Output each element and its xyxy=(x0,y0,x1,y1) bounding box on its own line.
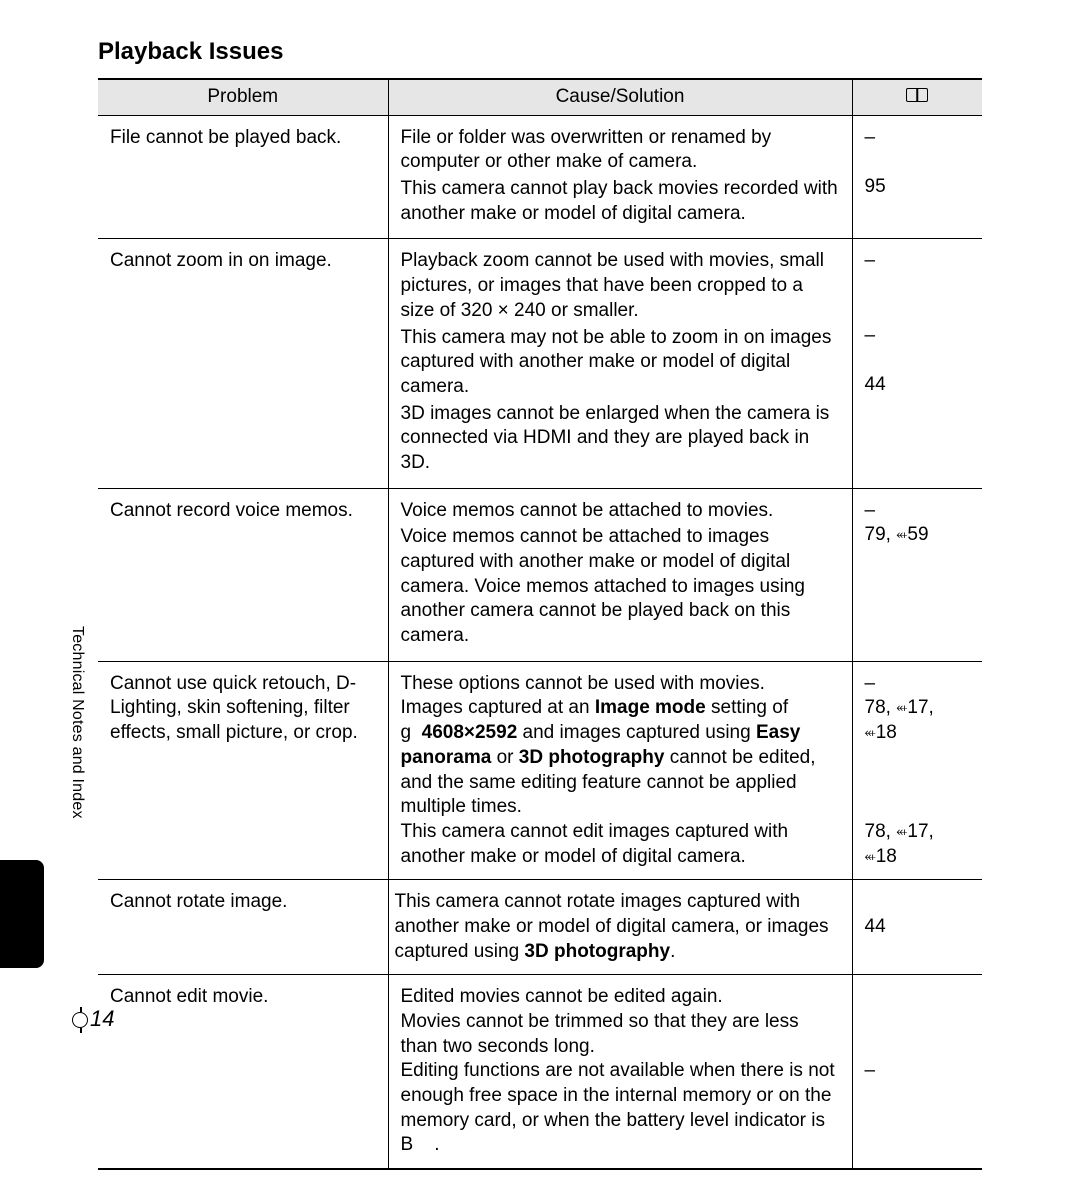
col-header-problem: Problem xyxy=(98,79,388,115)
table-row: Cannot record voice memos. Voice memos c… xyxy=(98,488,982,661)
cell-ref: –78, ⬴17,⬴1878, ⬴17,⬴18 xyxy=(852,661,982,880)
cell-problem: Cannot record voice memos. xyxy=(98,488,388,661)
page-number: 14 xyxy=(72,1006,114,1032)
table-row: Cannot use quick retouch, D-Lighting, sk… xyxy=(98,661,982,880)
cell-cause: These options cannot be used with movies… xyxy=(388,661,852,880)
cell-ref: – 79, ⬴59 xyxy=(852,488,982,661)
book-icon xyxy=(906,88,928,102)
section-title: Playback Issues xyxy=(98,38,982,66)
col-header-ref xyxy=(852,79,982,115)
cell-cause: Voice memos cannot be attached to movies… xyxy=(388,488,852,661)
cell-problem: Cannot zoom in on image. xyxy=(98,239,388,488)
table-row: Cannot edit movie. Edited movies cannot … xyxy=(98,975,982,1169)
cell-problem: File cannot be played back. xyxy=(98,115,388,239)
cell-ref: – 95 xyxy=(852,115,982,239)
table-row: Cannot zoom in on image. Playback zoom c… xyxy=(98,239,982,488)
table-row: File cannot be played back. File or fold… xyxy=(98,115,982,239)
cell-cause: Edited movies cannot be edited again.Mov… xyxy=(388,975,852,1169)
cell-problem: Cannot use quick retouch, D-Lighting, sk… xyxy=(98,661,388,880)
cell-ref: – – 44 xyxy=(852,239,982,488)
link-icon: ⬴ xyxy=(896,526,907,542)
col-header-cause: Cause/Solution xyxy=(388,79,852,115)
cell-problem: Cannot edit movie. xyxy=(98,975,388,1169)
sidebar-tab xyxy=(0,860,44,968)
cell-ref: 44 xyxy=(852,880,982,975)
cell-ref: – xyxy=(852,975,982,1169)
cell-cause: File or folder was overwritten or rename… xyxy=(388,115,852,239)
bulb-icon xyxy=(72,1012,88,1028)
cell-cause: This camera cannot rotate images capture… xyxy=(388,880,852,975)
table-row: Cannot rotate image. This camera cannot … xyxy=(98,880,982,975)
cell-cause: Playback zoom cannot be used with movies… xyxy=(388,239,852,488)
troubleshoot-table: Problem Cause/Solution File cannot be pl… xyxy=(98,78,982,1170)
cell-problem: Cannot rotate image. xyxy=(98,880,388,975)
sidebar-label: Technical Notes and Index xyxy=(68,626,86,819)
